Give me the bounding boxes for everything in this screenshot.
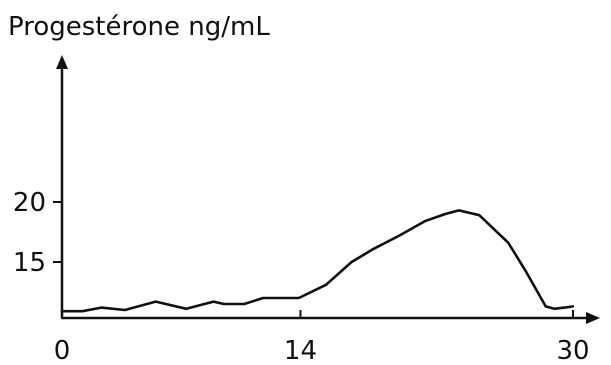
x-axis-arrowhead (586, 312, 600, 324)
y-axis-arrowhead (56, 55, 68, 69)
series-layer (60, 209, 575, 313)
y-axis-title: Progestérone ng/mL (8, 12, 270, 42)
x-ticks: 0 14 30 (54, 310, 590, 365)
x-tick-label-14: 14 (284, 336, 317, 365)
series-line-progesterone (60, 209, 575, 313)
x-tick-label-0: 0 (54, 336, 71, 365)
x-tick-label-30: 30 (556, 336, 589, 365)
y-tick-label-15: 15 (13, 248, 46, 278)
y-tick-label-20: 20 (13, 188, 46, 218)
